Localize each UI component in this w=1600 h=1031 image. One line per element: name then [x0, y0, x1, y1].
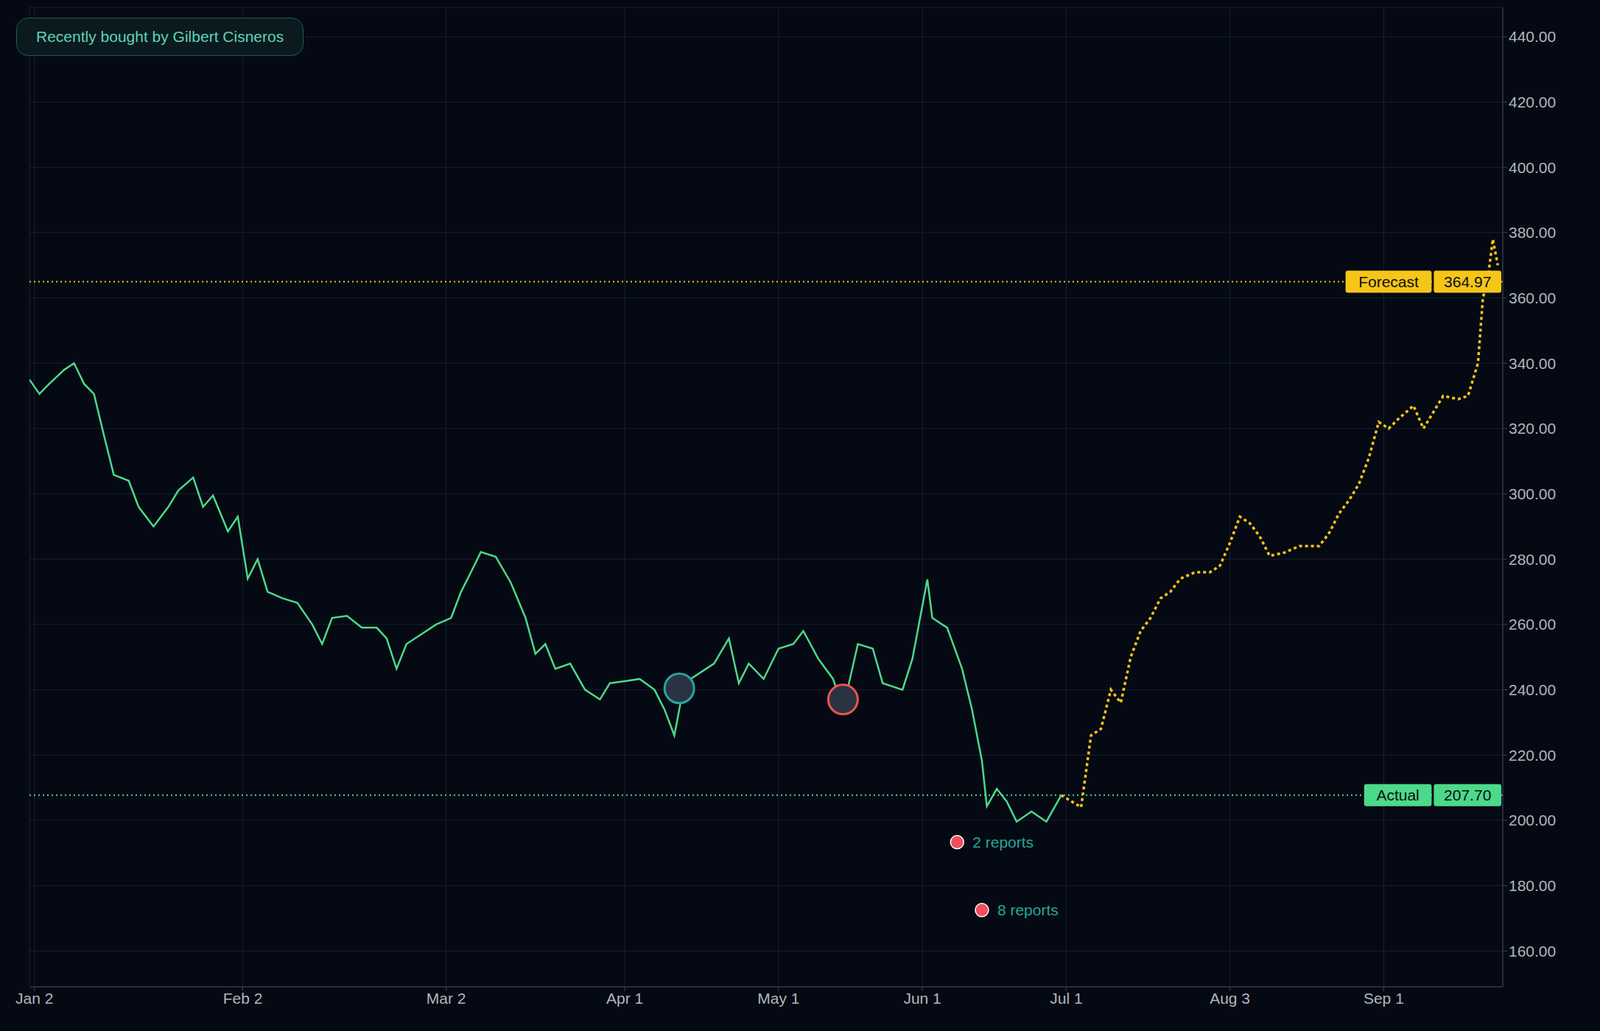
svg-text:Jun 1: Jun 1 [903, 990, 941, 1007]
svg-text:Sep 1: Sep 1 [1363, 990, 1405, 1007]
svg-text:Forecast: Forecast [1358, 273, 1419, 291]
svg-text:220.00: 220.00 [1508, 746, 1556, 764]
svg-text:Aug 3: Aug 3 [1209, 990, 1251, 1007]
svg-text:160.00: 160.00 [1508, 942, 1556, 960]
svg-text:240.00: 240.00 [1508, 681, 1556, 699]
svg-text:200.00: 200.00 [1508, 811, 1556, 829]
svg-text:360.00: 360.00 [1508, 289, 1556, 307]
svg-text:400.00: 400.00 [1508, 159, 1556, 177]
svg-text:2 reports: 2 reports [972, 833, 1034, 851]
svg-text:340.00: 340.00 [1508, 355, 1556, 373]
svg-text:Jul 1: Jul 1 [1049, 990, 1083, 1007]
svg-text:Mar 2: Mar 2 [426, 990, 467, 1007]
svg-text:Apr 1: Apr 1 [606, 990, 644, 1007]
svg-text:207.70: 207.70 [1443, 786, 1491, 804]
svg-text:180.00: 180.00 [1508, 877, 1556, 895]
svg-text:420.00: 420.00 [1508, 93, 1556, 111]
svg-text:May 1: May 1 [757, 990, 800, 1007]
svg-text:8 reports: 8 reports [997, 901, 1059, 919]
svg-text:320.00: 320.00 [1508, 419, 1556, 437]
svg-text:280.00: 280.00 [1508, 551, 1556, 568]
svg-text:Jan 2: Jan 2 [15, 990, 54, 1007]
svg-text:Feb 2: Feb 2 [223, 990, 263, 1007]
svg-text:364.97: 364.97 [1443, 273, 1491, 291]
svg-text:380.00: 380.00 [1508, 223, 1556, 241]
svg-text:300.00: 300.00 [1508, 485, 1556, 503]
svg-text:260.00: 260.00 [1508, 615, 1556, 633]
html-text:Recently bought by Gilbert Cis: Recently bought by Gilbert Cisneros [36, 27, 284, 45]
svg-text:440.00: 440.00 [1508, 27, 1556, 45]
svg-text:Actual: Actual [1376, 786, 1419, 804]
